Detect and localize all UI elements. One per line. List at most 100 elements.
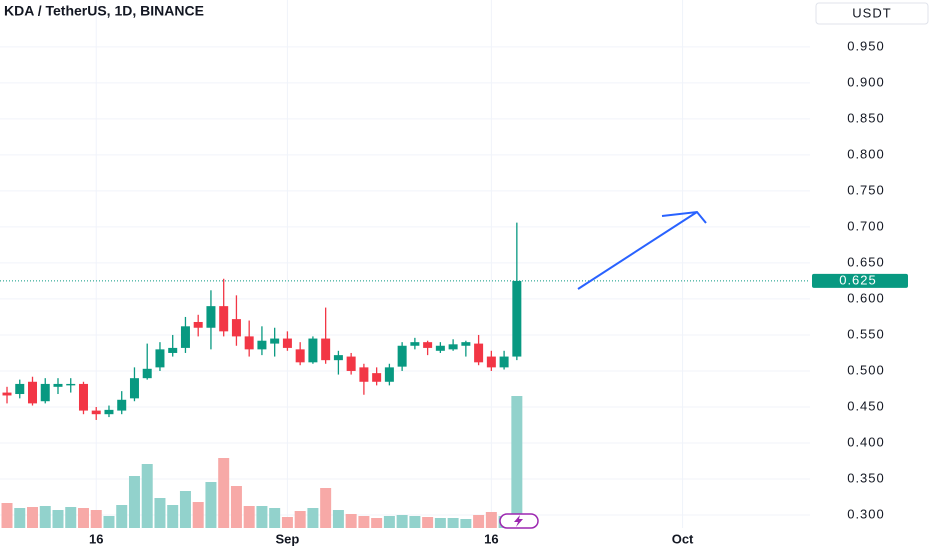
candle-body bbox=[270, 338, 280, 344]
x-tick-label: 16 bbox=[89, 531, 103, 546]
volume-pane bbox=[1, 396, 523, 528]
grid bbox=[0, 0, 810, 528]
y-tick-label: 0.650 bbox=[847, 254, 885, 269]
volume-bar bbox=[447, 518, 459, 528]
volume-bar bbox=[320, 488, 332, 528]
candle-body bbox=[448, 344, 458, 350]
volume-bar bbox=[269, 508, 281, 528]
candle-body bbox=[2, 392, 12, 396]
candle-body bbox=[435, 345, 445, 351]
candle-body bbox=[423, 342, 433, 348]
volume-bar bbox=[116, 505, 128, 528]
volume-bar bbox=[90, 510, 102, 528]
y-tick-label: 0.900 bbox=[847, 74, 885, 89]
volume-bar bbox=[77, 508, 89, 528]
candle-body bbox=[257, 340, 267, 350]
candle-body bbox=[206, 306, 216, 328]
candle-body bbox=[321, 338, 331, 361]
volume-bar bbox=[65, 507, 77, 528]
last-price-label: 0.625 bbox=[839, 272, 877, 287]
candle-body bbox=[295, 349, 305, 363]
candle-body bbox=[155, 349, 165, 368]
volume-bar bbox=[243, 506, 255, 528]
x-tick-label: Oct bbox=[672, 531, 694, 546]
candle-body bbox=[142, 368, 152, 379]
volume-bar bbox=[409, 516, 421, 528]
candle-body bbox=[180, 326, 190, 348]
candle-body bbox=[53, 383, 63, 387]
y-tick-label: 0.450 bbox=[847, 398, 885, 413]
volume-bar bbox=[14, 508, 26, 528]
y-tick-label: 0.700 bbox=[847, 218, 885, 233]
candle-body bbox=[384, 367, 394, 382]
volume-bar bbox=[103, 516, 115, 528]
volume-bar bbox=[1, 503, 13, 528]
currency-box[interactable] bbox=[815, 2, 929, 25]
y-tick-label: 0.550 bbox=[847, 326, 885, 341]
volume-bar bbox=[511, 396, 523, 528]
volume-bar bbox=[307, 508, 319, 528]
candle-body bbox=[512, 280, 522, 357]
volume-bar bbox=[422, 517, 434, 528]
volume-bar bbox=[154, 498, 166, 528]
volume-bar bbox=[167, 505, 179, 528]
volume-bar bbox=[281, 517, 293, 528]
volume-bar bbox=[205, 482, 217, 528]
candle-body bbox=[219, 306, 229, 332]
lightning-icon[interactable] bbox=[499, 513, 539, 529]
volume-bar bbox=[332, 510, 344, 528]
candle-body bbox=[474, 343, 484, 363]
candle-body bbox=[104, 409, 114, 415]
x-tick-label: Sep bbox=[275, 531, 299, 546]
candle-body bbox=[499, 356, 509, 368]
volume-bar bbox=[460, 519, 472, 528]
candle-body bbox=[129, 378, 139, 399]
candle-body bbox=[66, 383, 76, 386]
candle-body bbox=[282, 338, 292, 348]
volume-bar bbox=[485, 512, 497, 528]
candle-body bbox=[372, 373, 382, 382]
last-price-box bbox=[812, 273, 908, 288]
candle-body bbox=[15, 383, 25, 395]
volume-bar bbox=[371, 518, 383, 528]
currency-label[interactable]: USDT bbox=[852, 5, 891, 20]
candles bbox=[0, 222, 810, 420]
volume-bar bbox=[473, 515, 485, 528]
candle-body bbox=[359, 367, 369, 382]
y-tick-label: 0.500 bbox=[847, 362, 885, 377]
y-tick-label: 0.800 bbox=[847, 146, 885, 161]
volume-bar bbox=[383, 516, 395, 528]
y-tick-label: 0.750 bbox=[847, 182, 885, 197]
volume-bar bbox=[218, 458, 230, 528]
volume-bar bbox=[179, 491, 191, 528]
volume-bar bbox=[39, 506, 51, 528]
trend-arrow bbox=[577, 210, 707, 290]
candle-body bbox=[397, 345, 407, 367]
y-tick-label: 0.350 bbox=[847, 470, 885, 485]
y-tick-label: 0.850 bbox=[847, 110, 885, 125]
y-tick-label: 0.950 bbox=[847, 38, 885, 53]
candle-body bbox=[486, 356, 496, 368]
candle-body bbox=[231, 319, 241, 337]
candle-body bbox=[40, 383, 50, 402]
candle-body bbox=[308, 338, 318, 363]
x-tick-label: 16 bbox=[484, 531, 498, 546]
volume-bar bbox=[141, 464, 153, 528]
volume-bar bbox=[27, 507, 39, 528]
volume-bar bbox=[52, 510, 64, 528]
volume-bar bbox=[396, 515, 408, 528]
volume-bar bbox=[256, 506, 268, 528]
candle-body bbox=[28, 381, 38, 404]
volume-bar bbox=[345, 514, 357, 528]
volume-bar bbox=[128, 476, 140, 528]
volume-bar bbox=[434, 518, 446, 528]
candle-body bbox=[193, 321, 203, 328]
chart-title: KDA / TetherUS, 1D, BINANCE bbox=[4, 3, 204, 19]
candle-body bbox=[78, 383, 88, 411]
candle-body bbox=[346, 356, 356, 371]
candle-body bbox=[91, 410, 101, 415]
candle-body bbox=[117, 399, 127, 411]
y-tick-label: 0.600 bbox=[847, 290, 885, 305]
y-tick-label: 0.300 bbox=[847, 506, 885, 521]
volume-bar bbox=[294, 511, 306, 528]
